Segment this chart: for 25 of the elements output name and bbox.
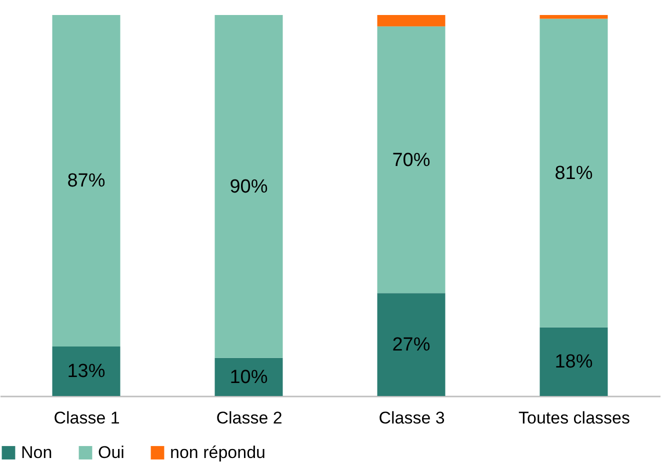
bar (52, 346, 120, 396)
bar (214, 15, 283, 358)
bar (540, 327, 608, 396)
data-label: 13% (67, 361, 106, 382)
bar (377, 15, 446, 26)
bar (214, 358, 283, 396)
data-label: 10% (230, 366, 268, 388)
bar (540, 15, 608, 19)
legend-label: non répondu (170, 442, 266, 462)
legend-label: Non (21, 442, 52, 462)
bar (52, 15, 120, 346)
data-label: 70% (392, 150, 430, 171)
data-label: 81% (554, 163, 593, 184)
data-label: 87% (67, 170, 106, 192)
x-tick-label: Classe 1 (54, 408, 120, 428)
x-tick-label: Toutes classes (518, 408, 630, 428)
bar (377, 26, 446, 294)
x-tick-label: Classe 3 (378, 408, 445, 428)
data-label: 18% (554, 352, 593, 373)
bar (540, 18, 608, 328)
x-tick-label: Classe 2 (216, 408, 282, 428)
legend-label: Oui (98, 442, 124, 462)
data-label: 27% (392, 334, 430, 356)
bar (377, 293, 446, 396)
data-label: 90% (230, 176, 268, 198)
